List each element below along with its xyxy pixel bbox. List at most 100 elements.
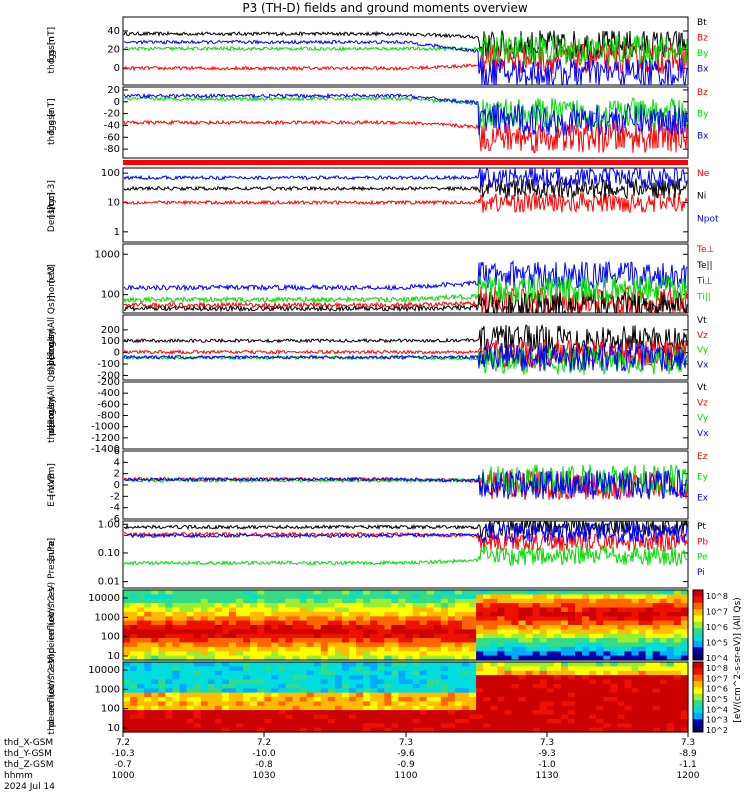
colorbar-segment (693, 596, 703, 604)
spectrogram-cell (560, 679, 569, 685)
spectrogram-cell (652, 727, 661, 733)
spectrogram-cell (532, 625, 541, 630)
spectrogram-cell (603, 642, 611, 648)
spectrogram-cell (200, 697, 209, 702)
series-line-pt (124, 521, 688, 538)
spectrogram-cell (631, 718, 640, 724)
y-axis-label-line: (cm^2-s- (47, 656, 57, 698)
spectrogram-cell (250, 598, 258, 604)
spectrogram-cell (243, 655, 251, 661)
spectrogram-cell (589, 714, 597, 720)
spectrogram-cell (476, 607, 484, 613)
spectrogram-cell (186, 629, 195, 635)
spectrogram-cell (236, 655, 244, 661)
spectrogram-cell (426, 697, 435, 702)
spectrogram-cell (398, 718, 407, 724)
series-line-te (123, 290, 688, 313)
spectrogram-cell (666, 710, 675, 716)
spectrogram-cell (327, 629, 336, 635)
spectrogram-cell (165, 723, 174, 729)
spectrogram-cell (165, 675, 174, 681)
spectrogram-cell (553, 675, 562, 681)
spectrogram-cell (327, 727, 336, 733)
spectrogram-cell (426, 710, 435, 716)
spectrogram-cell (631, 603, 640, 609)
spectrogram-cell (363, 603, 371, 609)
spectrogram-cell (257, 701, 265, 707)
legend-entry-te: Te⊥ (696, 245, 715, 255)
spectrogram-cell (349, 598, 357, 604)
y-tick-label: -60 (104, 132, 120, 143)
spectrogram-cell (214, 723, 223, 729)
panel-frame (122, 314, 689, 381)
spectrogram-cell (525, 718, 534, 724)
spectrogram-cell (264, 655, 272, 661)
spectrogram-cell (250, 688, 258, 694)
colorbar-segment (693, 693, 703, 701)
spectrogram-cell (652, 675, 661, 681)
x-axis-value: -1.1 (679, 760, 697, 770)
spectrogram-cell (257, 590, 265, 595)
spectrogram-cell (264, 651, 272, 657)
spectrogram-cell (504, 670, 513, 676)
spectrogram-cell (221, 701, 230, 707)
spectrogram-cell (532, 679, 541, 685)
spectrogram-cell (349, 670, 357, 676)
spectrogram-cell (341, 692, 350, 698)
spectrogram-cell (525, 675, 534, 681)
legend-entry-bz: Bz (697, 88, 708, 98)
spectrogram-cell (476, 692, 484, 698)
spectrogram-cell (377, 642, 385, 648)
spectrogram-cell (320, 651, 329, 657)
spectrogram-cell (659, 629, 668, 635)
spectrogram-cell (207, 727, 216, 733)
spectrogram-cell (426, 675, 435, 681)
spectrogram-cell (645, 625, 654, 630)
spectrogram-cell (490, 625, 498, 630)
spectrogram-cell (525, 638, 534, 644)
spectrogram-cell (483, 607, 491, 613)
spectrogram-cell (377, 638, 385, 644)
spectrogram-cell (589, 651, 597, 657)
spectrogram-cell (391, 697, 400, 702)
spectrogram-cell (228, 710, 237, 716)
spectrogram-cell (490, 701, 498, 707)
spectrogram-cell (497, 620, 505, 626)
spectrogram-cell (582, 675, 590, 681)
spectrogram-cell (567, 692, 576, 698)
spectrogram-cell (497, 697, 505, 702)
spectrogram-cell (596, 594, 604, 600)
spectrogram-cell (377, 616, 385, 622)
spectrogram-cell (624, 646, 633, 652)
spectrogram-cell (659, 679, 668, 685)
colorbar-segment (693, 712, 703, 720)
spectrogram-cell (532, 594, 541, 600)
spectrogram-cell (278, 603, 287, 609)
spectrogram-cell (426, 718, 435, 724)
spectrogram-cell (158, 611, 166, 617)
x-axis-value: -10.3 (111, 749, 134, 759)
spectrogram-cell (617, 633, 626, 639)
spectrogram-cell (504, 701, 513, 707)
spectrogram-cell (130, 638, 138, 644)
y-axis-label-line: peer (47, 415, 57, 436)
spectrogram-cell (596, 670, 604, 676)
spectrogram-cell (596, 705, 604, 711)
spectrogram-cell (610, 655, 618, 661)
spectrogram-cell (349, 675, 357, 681)
colorbar-tick-label: 10^3 (706, 716, 728, 725)
y-axis-label-line: thd (47, 648, 57, 663)
series-line-by (123, 34, 688, 67)
spectrogram-cell (490, 646, 498, 652)
spectrogram-cell (539, 683, 548, 689)
spectrogram-cell (469, 611, 477, 617)
spectrogram-cell (137, 638, 145, 644)
spectrogram-cell (264, 705, 272, 711)
legend-entry-ey: Ey (697, 473, 709, 483)
spectrogram-cell (546, 642, 555, 648)
spectrogram-cell (313, 679, 322, 685)
spectrogram-cell (243, 598, 251, 604)
spectrogram-cell (624, 603, 633, 609)
spectrogram-cell (518, 714, 527, 720)
